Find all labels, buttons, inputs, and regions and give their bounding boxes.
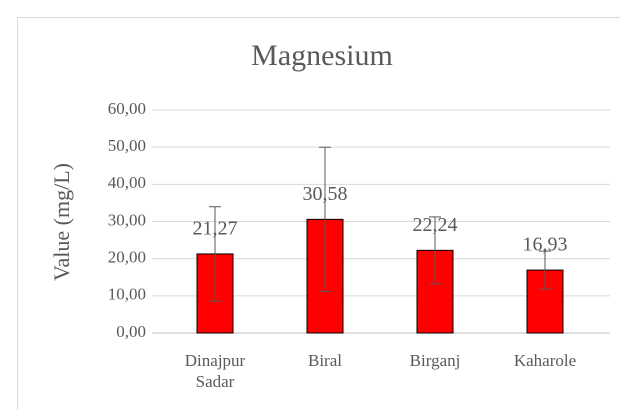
error-bar xyxy=(319,146,331,292)
y-tick-label: 0,00 xyxy=(116,322,146,341)
y-tick-label: 20,00 xyxy=(108,248,146,267)
data-label: 21,27 xyxy=(193,218,238,240)
data-label: 22,24 xyxy=(413,214,458,236)
chart-frame xyxy=(17,17,620,410)
x-tick-label: Kaharole xyxy=(513,351,577,370)
data-label: 30,58 xyxy=(303,183,348,205)
error-bar xyxy=(429,216,441,285)
x-tick-label: Biral xyxy=(308,351,342,370)
error-bar xyxy=(209,206,221,302)
x-tick-label: Birganj xyxy=(409,351,461,370)
y-tick-label: 40,00 xyxy=(108,173,146,192)
y-tick-label: 60,00 xyxy=(108,99,146,118)
y-tick-label: 30,00 xyxy=(108,210,146,229)
y-tick-label: 10,00 xyxy=(108,285,146,304)
y-tick-label: 50,00 xyxy=(108,136,146,155)
error-bar xyxy=(539,250,551,290)
x-tick-label: Dinajpur Sadar xyxy=(184,351,246,391)
y-axis-label: Value (mg/L) xyxy=(49,163,74,281)
chart-title: Magnesium xyxy=(251,39,393,72)
data-label: 16,93 xyxy=(523,234,568,256)
